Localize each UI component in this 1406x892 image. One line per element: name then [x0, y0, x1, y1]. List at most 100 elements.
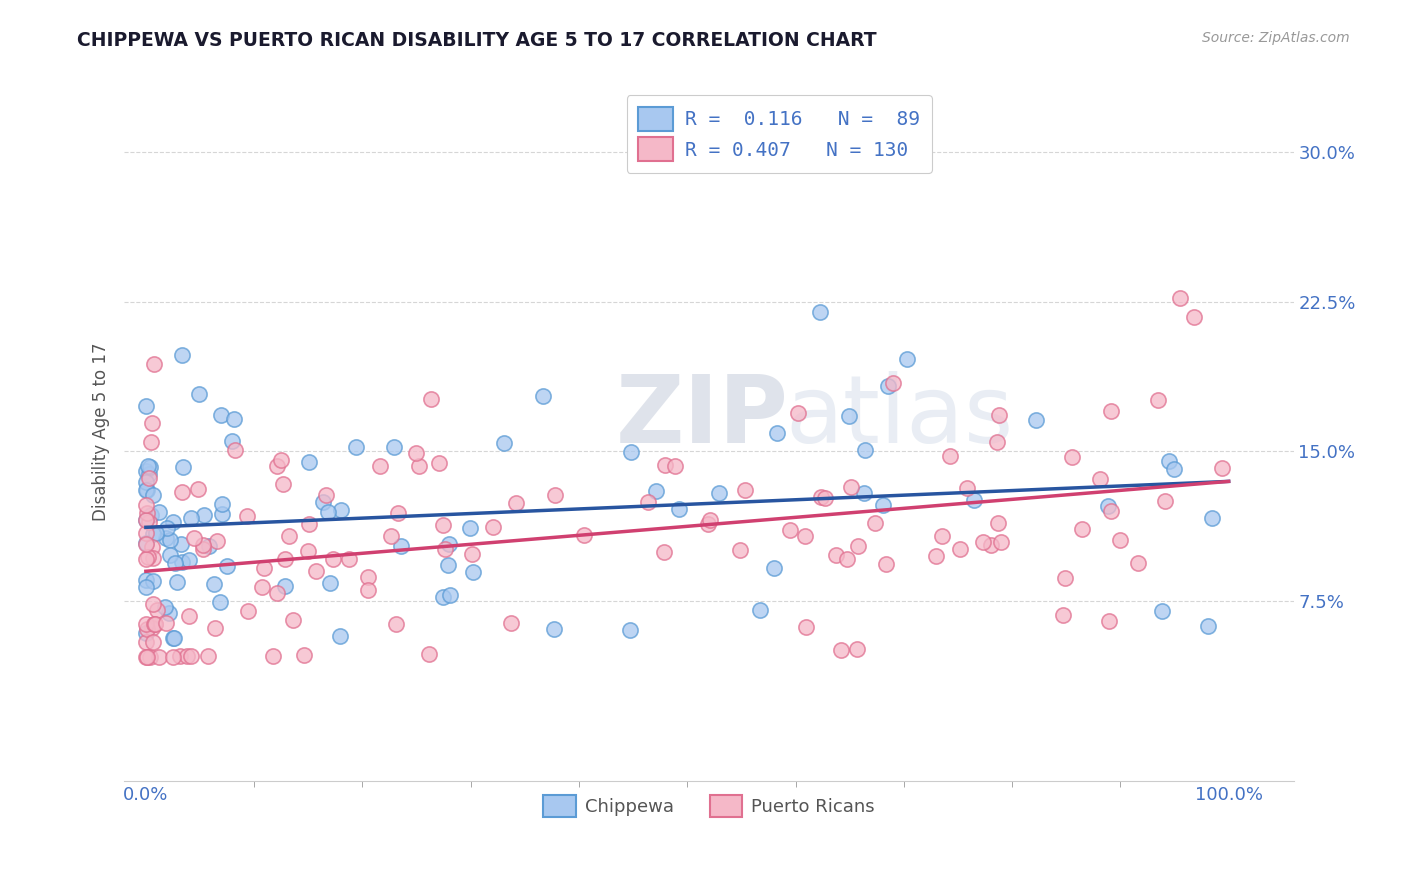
Point [877, 379, 900, 393]
Point [461, 547, 484, 561]
Point [830, 643, 852, 657]
Point [346, 440, 368, 454]
Point [197, 539, 219, 553]
Point [1157, 453, 1180, 467]
Point [172, 555, 194, 569]
Point [949, 541, 972, 556]
Point [148, 649, 170, 664]
Point [427, 456, 450, 470]
Point [853, 485, 876, 500]
Point [734, 483, 756, 497]
Point [1197, 619, 1219, 633]
Point [668, 501, 690, 516]
Point [749, 602, 772, 616]
Y-axis label: Disability Age 5 to 17: Disability Age 5 to 17 [93, 343, 110, 521]
Point [620, 444, 643, 458]
Point [845, 642, 868, 657]
Text: ZIP: ZIP [616, 371, 789, 464]
Point [322, 552, 344, 566]
Point [159, 548, 181, 562]
Point [135, 649, 157, 664]
Point [143, 357, 166, 371]
Point [139, 649, 162, 664]
Point [318, 575, 340, 590]
Point [155, 532, 177, 546]
Point [135, 513, 157, 527]
Point [329, 502, 352, 516]
Point [1211, 461, 1233, 475]
Point [418, 647, 440, 661]
Point [814, 491, 837, 505]
Point [262, 648, 284, 663]
Point [274, 551, 297, 566]
Point [382, 440, 405, 454]
Point [224, 443, 246, 458]
Point [434, 542, 457, 557]
Point [1201, 510, 1223, 524]
Point [305, 565, 328, 579]
Point [153, 599, 176, 614]
Point [191, 538, 214, 552]
Point [187, 387, 209, 401]
Point [1099, 504, 1122, 518]
Point [221, 434, 243, 448]
Point [432, 590, 454, 604]
Point [135, 581, 157, 595]
Point [838, 409, 860, 424]
Point [337, 552, 360, 566]
Point [924, 549, 946, 563]
Point [380, 529, 402, 543]
Point [136, 550, 159, 565]
Point [138, 516, 160, 530]
Point [135, 617, 157, 632]
Point [209, 408, 232, 422]
Point [136, 622, 159, 636]
Point [162, 649, 184, 664]
Point [315, 488, 337, 502]
Text: Source: ZipAtlas.com: Source: ZipAtlas.com [1202, 31, 1350, 45]
Legend: Chippewa, Puerto Ricans: Chippewa, Puerto Ricans [536, 788, 882, 824]
Point [387, 506, 409, 520]
Point [205, 533, 228, 548]
Point [135, 525, 157, 540]
Point [135, 625, 157, 640]
Point [408, 459, 430, 474]
Point [872, 498, 894, 512]
Point [405, 446, 427, 460]
Point [211, 497, 233, 511]
Point [180, 511, 202, 525]
Point [165, 556, 187, 570]
Point [1099, 404, 1122, 418]
Point [728, 543, 751, 558]
Point [135, 483, 157, 497]
Point [505, 496, 527, 510]
Point [356, 582, 378, 597]
Point [163, 632, 186, 646]
Point [135, 483, 157, 497]
Point [135, 399, 157, 413]
Point [135, 536, 157, 550]
Point [1147, 392, 1170, 407]
Point [277, 529, 299, 543]
Point [159, 533, 181, 548]
Point [1154, 493, 1177, 508]
Point [786, 406, 808, 420]
Point [357, 570, 380, 584]
Point [238, 603, 260, 617]
Point [329, 629, 352, 643]
Point [274, 579, 297, 593]
Point [141, 434, 163, 449]
Point [875, 558, 897, 572]
Point [170, 485, 193, 500]
Point [141, 416, 163, 430]
Point [143, 616, 166, 631]
Point [848, 539, 870, 553]
Point [654, 458, 676, 472]
Point [142, 488, 165, 502]
Point [266, 585, 288, 599]
Point [765, 425, 787, 440]
Point [135, 499, 157, 513]
Point [531, 389, 554, 403]
Point [297, 543, 319, 558]
Point [543, 622, 565, 636]
